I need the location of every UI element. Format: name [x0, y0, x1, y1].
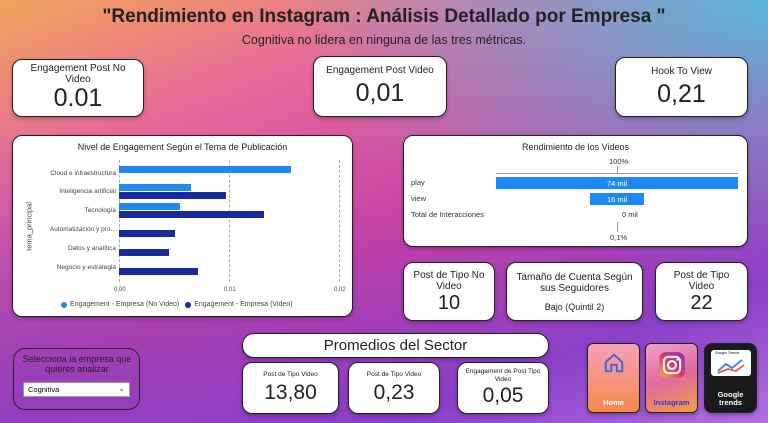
kpi-value: 22: [690, 291, 713, 314]
x-tick-label: 0,02: [334, 287, 346, 293]
legend-dot-no-video: [61, 301, 67, 308]
company-selector-card: Selecciona la empresa que quieres analiz…: [13, 348, 140, 410]
kpi-label: Hook To View: [651, 65, 712, 77]
funnel-row-label: Total de Interacciones: [411, 210, 484, 219]
gridline: [339, 160, 340, 282]
sector-kpi-1: Post de Tipo Video 13,80: [242, 362, 339, 414]
sector-header: Promedios del Sector: [242, 333, 549, 358]
trends-card: Google Trends: [711, 350, 751, 376]
bar-video: [119, 268, 199, 275]
home-icon: [604, 353, 623, 373]
kpi-value: 0,05: [482, 383, 524, 407]
funnel-bar: 16 mil: [590, 193, 644, 205]
kpi-label: Tamaño de Cuenta Según sus Seguidores: [516, 271, 633, 294]
funnel-axis: [496, 173, 738, 174]
kpi-label: Engagement Post No Video: [30, 63, 126, 86]
kpi-label: Post de Tipo Video: [366, 370, 422, 378]
page-subtitle: Cognitiva no lidera en ninguna de las tr…: [241, 33, 527, 47]
kpi-label: Engagement Post Video: [326, 65, 434, 77]
bar-no-video: [119, 166, 291, 173]
funnel-row-label: view: [411, 194, 427, 203]
kpi-value: 0,01: [355, 79, 405, 108]
funnel-guide: [617, 166, 618, 174]
legend-label: Engagement - Empresa (Video): [194, 301, 293, 308]
kpi-value: 13,80: [264, 381, 317, 405]
bar-no-video: [119, 184, 191, 191]
funnel-row-value: 0 mil: [622, 210, 638, 219]
kpi-value: Bajo (Quintil 2): [544, 301, 605, 312]
kpi-value: 0,23: [373, 381, 415, 405]
google-trends-button[interactable]: Google Trends Google trends: [704, 343, 757, 413]
trends-badge: Google Trends: [715, 351, 740, 355]
gridline: [119, 160, 120, 282]
instagram-label: Instagram: [653, 398, 690, 407]
instagram-button[interactable]: Instagram: [645, 343, 698, 413]
video-performance-chart: Rendimiento de los Videos 100% play 74 mi…: [403, 135, 748, 247]
funnel-guide: [617, 222, 618, 232]
page-title: "Rendimiento en Instagram : Análisis Det…: [102, 6, 666, 27]
bar-no-video: [119, 203, 180, 210]
chart-title: Rendimiento de los Videos: [522, 142, 629, 152]
kpi-label: Post de Tipo Video: [673, 269, 730, 292]
trends-label: Google trends: [717, 389, 744, 407]
legend-label: Engagement - Empresa (No Video): [70, 301, 180, 308]
legend-dot-video: [185, 301, 192, 308]
selector-label: Selecciona la empresa que quieres analiz…: [22, 354, 132, 375]
trends-chart-icon: [717, 359, 745, 374]
selected-company: Cognitiva: [28, 385, 60, 394]
kpi-post-video: Post de Tipo Video 22: [655, 262, 748, 321]
chart-title: Nivel de Engagement Según el Tema de Pub…: [77, 142, 288, 152]
kpi-value: 0,21: [657, 79, 706, 108]
x-tick-label: 0,01: [224, 287, 236, 293]
bar-video: [119, 230, 176, 237]
category-label: Cloud e infraestructura: [50, 170, 116, 177]
kpi-value: 10: [437, 291, 461, 314]
bar-video: [119, 211, 265, 218]
funnel-bar: 74 mil: [496, 177, 738, 189]
category-label: Inteligencia artificial: [59, 188, 116, 195]
sector-kpi-2: Post de Tipo Video 0,23: [348, 362, 440, 414]
chart-plot-area: Cloud e infraestructura Inteligencia art…: [13, 136, 354, 318]
category-label: Negocio y estrategia: [56, 264, 116, 271]
kpi-engagement-no-video: Engagement Post No Video 0.01: [12, 59, 144, 117]
kpi-label: Engagement de Post Tipo Video: [465, 368, 541, 383]
engagement-chart: Nivel de Engagement Según el Tema de Pub…: [12, 135, 353, 317]
bar-video: [119, 192, 226, 199]
category-label: Datos y analítica: [67, 245, 116, 252]
chart-legend: Engagement - Empresa (No Video) Engageme…: [61, 301, 293, 308]
kpi-value: 0.01: [53, 84, 103, 113]
bar-video: [119, 249, 169, 256]
bottom-percent-label: 0,1%: [610, 233, 628, 242]
kpi-label: Post de Tipo No Video: [413, 269, 485, 292]
category-label: Tecnología: [84, 207, 116, 214]
kpi-post-no-video: Post de Tipo No Video 10: [403, 262, 495, 321]
instagram-icon: [658, 352, 685, 378]
kpi-hook-to-view: Hook To View 0,21: [615, 57, 748, 117]
funnel-row-label: play: [411, 178, 425, 187]
top-percent-label: 100%: [609, 157, 629, 166]
chevron-down-icon: ⌄: [118, 384, 125, 393]
company-select[interactable]: Cognitiva ⌄: [23, 382, 130, 397]
home-button[interactable]: Home: [587, 343, 640, 413]
funnel-area: play 74 mil view 16 mil Total de Interaccion…: [404, 136, 749, 248]
sector-kpi-3: Engagement de Post Tipo Video 0,05: [457, 362, 549, 414]
category-label: Automatización y pro...: [49, 226, 116, 233]
kpi-label: Post de Tipo Video: [263, 370, 318, 378]
kpi-account-size: Tamaño de Cuenta Según sus Seguidores Ba…: [506, 262, 643, 321]
kpi-engagement-video: Engagement Post Video 0,01: [313, 56, 447, 117]
home-label: Home: [603, 398, 624, 407]
gridline: [229, 160, 230, 282]
x-tick-label: 0,00: [114, 287, 126, 293]
